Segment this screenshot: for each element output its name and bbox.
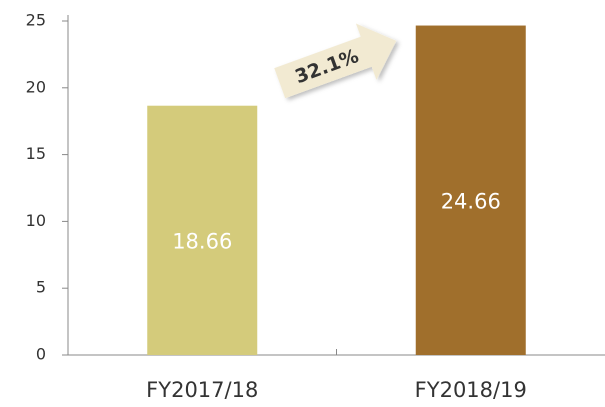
y-tick-label: 15 — [26, 144, 46, 163]
y-tick-label: 10 — [26, 211, 46, 230]
y-tick-label: 20 — [26, 77, 46, 96]
bar — [147, 105, 258, 356]
y-tick-label: 5 — [36, 278, 46, 297]
y-tick-label: 25 — [26, 11, 46, 30]
growth-arrow: 32.1% — [274, 23, 397, 99]
data-label: 24.66 — [441, 189, 501, 213]
bar — [415, 25, 526, 356]
x-tick-label: FY2018/19 — [415, 378, 527, 402]
arrow-shape — [274, 23, 397, 99]
x-tick-label: FY2017/18 — [146, 378, 258, 402]
y-tick-label: 0 — [36, 345, 46, 364]
data-label: 18.66 — [172, 229, 232, 253]
